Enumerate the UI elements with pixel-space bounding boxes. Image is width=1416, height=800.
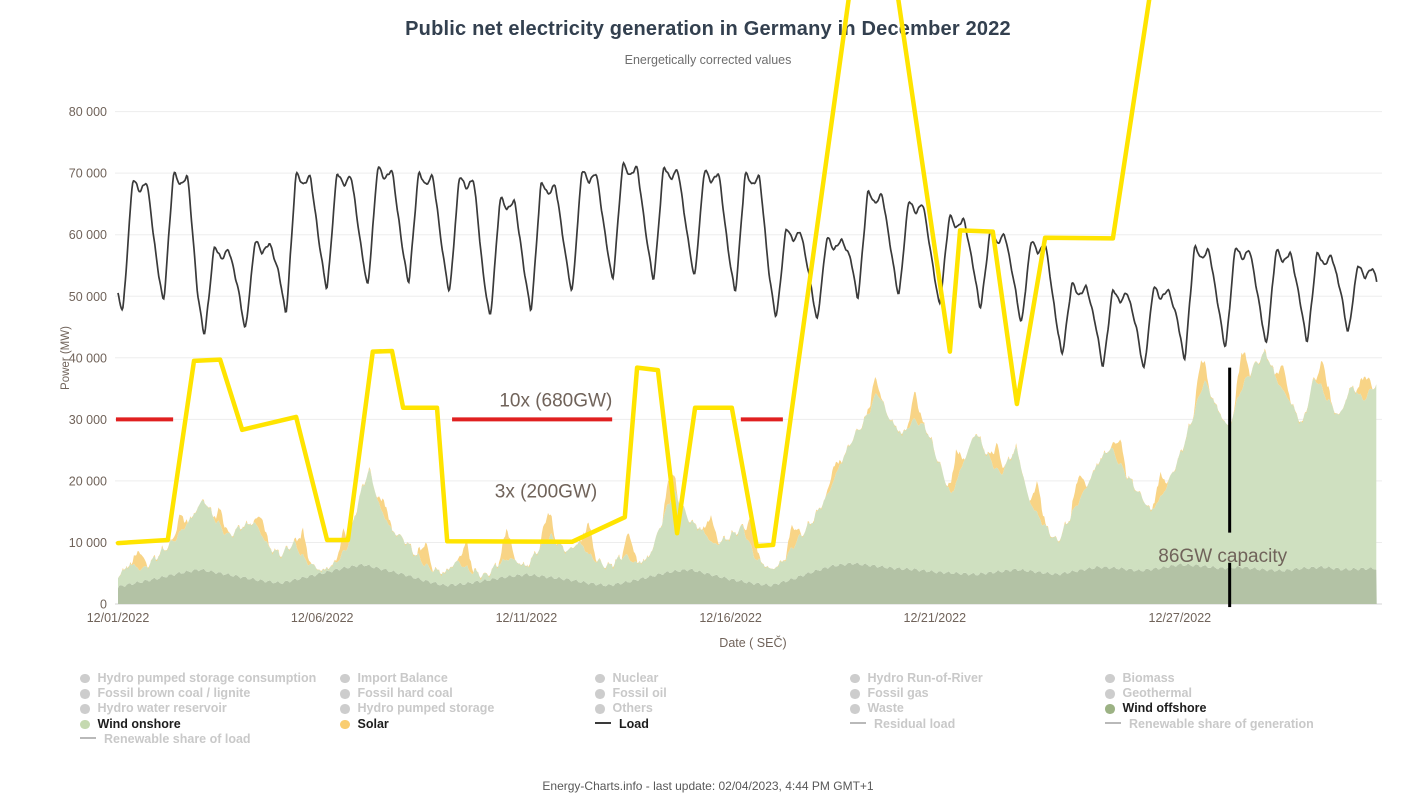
legend-item-label: Fossil oil [612,686,667,701]
solar-area [118,348,1377,581]
x-axis-title: Date ( SEČ) [719,636,787,650]
legend-item-fossil-oil[interactable]: Fossil oil [595,686,667,701]
wind-offshore-area [118,562,1377,604]
legend-item-hydro-pumped-storage-consumption[interactable]: Hydro pumped storage consumption [80,671,316,686]
series-circle-swatch [1105,689,1115,699]
x-tick-label: 12/01/2022 [87,611,150,625]
legend-column: Import Balance Fossil hard coal Hydro pump… [340,671,494,732]
series-circle-swatch [595,673,605,684]
y-tick-label: 30 000 [69,413,107,427]
legend-item-label: Biomass [1122,671,1175,685]
load-line [117,160,1378,370]
legend-item-label: Nuclear [612,671,659,685]
x-tick-label: 12/06/2022 [291,611,354,625]
series-circle-swatch [340,673,350,684]
y-tick-label: 20 000 [69,474,107,488]
legend-item-label: Hydro pumped storage [357,701,495,716]
x-tick-label: 12/27/2022 [1149,611,1212,625]
series-line-swatch [595,721,611,725]
series-circle-swatch [850,673,860,684]
legend-column: Biomass Geothermal Wind offshore Renewable … [1105,671,1314,732]
legend-item-renewable-share-of-load[interactable]: Renewable share of load [80,732,316,747]
series-circle-swatch [595,704,605,714]
chart-title: Public net electricity generation in Ger… [405,18,1011,40]
legend-item-biomass[interactable]: Biomass [1105,671,1314,686]
legend-item-others[interactable]: Others [595,701,667,716]
legend-item-wind-onshore[interactable]: Wind onshore [80,717,316,732]
legend-column: Hydro Run-of-River Fossil gas Waste Residua… [850,671,983,732]
series-circle-swatch [850,704,860,714]
legend-item-label: Fossil hard coal [357,686,453,701]
footer-source-text: Energy-Charts.info - last update: 02/04/… [542,779,874,793]
series-circle-swatch [80,689,90,699]
series-circle-swatch [80,673,90,684]
legend-item-label: Geothermal [1122,686,1192,701]
legend-item-waste[interactable]: Waste [850,701,983,716]
series-circle-swatch [80,719,90,730]
y-tick-label: 0 [100,598,107,612]
red-annotation-label: 10x (680GW) [499,391,612,412]
x-tick-label: 12/16/2022 [699,611,762,625]
legend-item-fossil-hard-coal[interactable]: Fossil hard coal [340,686,494,701]
legend-item-label: Renewable share of load [104,731,251,746]
capacity-annotation-label: 86GW capacity [1158,546,1287,567]
black-annotation-label: 3x (200GW) [495,482,597,503]
legend-item-label: Fossil gas [867,686,929,701]
series-circle-swatch [1105,673,1115,684]
series-circle-swatch [850,689,860,699]
legend-item-label: Renewable share of generation [1129,716,1314,731]
legend-item-hydro-pumped-storage[interactable]: Hydro pumped storage [340,701,494,716]
series-line-swatch [1105,721,1121,725]
wind-onshore-area [118,350,1377,589]
x-tick-label: 12/21/2022 [904,611,967,625]
legend-item-label: Residual load [874,716,956,731]
y-tick-label: 40 000 [69,351,107,365]
y-tick-label: 10 000 [69,536,107,550]
legend-item-fossil-brown-coal-lignite[interactable]: Fossil brown coal / lignite [80,686,316,701]
series-line-swatch [80,736,96,740]
chart-subtitle: Energetically corrected values [624,53,792,67]
legend-item-label: Waste [867,701,904,716]
series-line-swatch [850,721,866,725]
legend-item-wind-offshore[interactable]: Wind offshore [1105,701,1314,716]
legend-item-nuclear[interactable]: Nuclear [595,671,667,686]
legend-item-renewable-share-of-generation[interactable]: Renewable share of generation [1105,717,1314,732]
legend-item-fossil-gas[interactable]: Fossil gas [850,686,983,701]
series-circle-swatch [340,719,350,730]
legend-item-label: Hydro water reservoir [97,701,227,716]
legend-item-residual-load[interactable]: Residual load [850,717,983,732]
legend-item-label: Hydro Run-of-River [867,671,983,685]
legend-column: Hydro pumped storage consumption Fossil b… [80,671,316,747]
legend-item-label: Others [612,701,653,716]
legend-item-label: Load [619,716,649,731]
series-circle-swatch [340,704,350,714]
series-circle-swatch [595,689,605,699]
legend-item-hydro-run-of-river[interactable]: Hydro Run-of-River [850,671,983,686]
legend-item-label: Solar [357,716,389,731]
legend-item-hydro-water-reservoir[interactable]: Hydro water reservoir [80,701,316,716]
legend-item-import-balance[interactable]: Import Balance [340,671,494,686]
y-tick-label: 80 000 [69,105,107,119]
legend-item-label: Import Balance [357,671,448,685]
series-circle-swatch [340,689,350,699]
legend-item-label: Wind offshore [1122,701,1207,716]
y-tick-label: 50 000 [69,290,107,304]
x-tick-label: 12/11/2022 [496,611,558,625]
yellow-annotation-line [115,0,1152,549]
y-tick-label: 60 000 [69,228,107,242]
legend-item-load[interactable]: Load [595,717,667,732]
y-tick-label: 70 000 [69,167,107,181]
legend-item-label: Wind onshore [97,716,181,731]
series-circle-swatch [1105,704,1115,714]
legend-item-solar[interactable]: Solar [340,717,494,732]
series-circle-swatch [80,704,90,714]
legend-item-label: Hydro pumped storage consumption [97,671,317,685]
legend-item-label: Fossil brown coal / lignite [97,686,251,701]
legend-column: Nuclear Fossil oil Others Load [595,671,667,732]
legend-item-geothermal[interactable]: Geothermal [1105,686,1314,701]
